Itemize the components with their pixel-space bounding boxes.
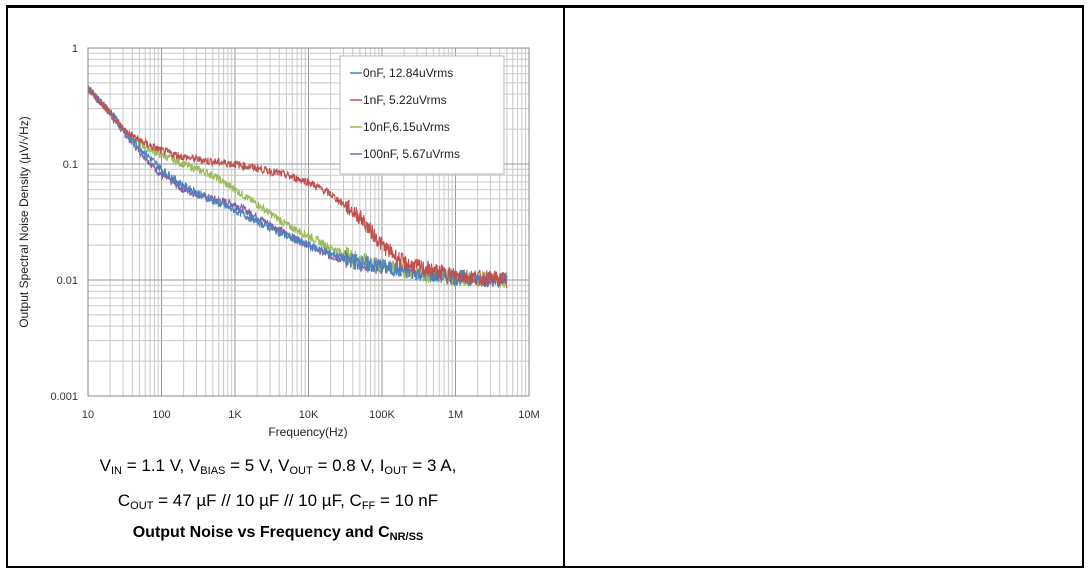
series-curves [87, 85, 508, 289]
legend-entry: 10nF,6.15uVrms [363, 120, 450, 134]
x-tick-labels: 10 100 1K 10K 100K 1M 10M [82, 409, 540, 421]
x-tick-label: 10K [299, 409, 319, 421]
x-tick-label: 10M [518, 409, 539, 421]
noise-density-chart: 10 100 1K 10K 100K 1M 10M 1 0.1 0.01 0.001 Freque… [17, 43, 540, 439]
y-axis-label: Output Spectral Noise Density (µV/√Hz) [17, 116, 31, 328]
x-tick-label: 100 [152, 409, 170, 421]
y-tick-label: 0.1 [63, 159, 78, 171]
series-line-1 [87, 87, 508, 288]
x-tick-label: 10 [82, 409, 94, 421]
x-axis-label: Frequency(Hz) [268, 425, 347, 439]
legend-entry: 100nF, 5.67uVrms [363, 147, 460, 161]
caption-conditions-line1: VIN = 1.1 V, VBIAS = 5 V, VOUT = 0.8 V, … [99, 456, 457, 477]
caption-conditions-line2: COUT = 47 µF // 10 µF // 10 µF, CFF = 10… [117, 491, 439, 512]
series-line-0 [87, 85, 508, 288]
y-tick-label: 0.01 [57, 275, 78, 287]
legend-entry: 0nF, 12.84uVrms [363, 66, 453, 80]
x-tick-label: 1K [228, 409, 242, 421]
series-line-2 [87, 86, 508, 289]
figure-title-caption: Output Noise vs Frequency and CNR/SS [132, 524, 424, 543]
y-tick-label: 0.001 [50, 391, 78, 403]
figure-table [6, 5, 1084, 568]
plot-frame [87, 47, 530, 397]
y-tick-label: 1 [72, 43, 78, 55]
legend: 0nF, 12.84uVrms 1nF, 5.22uVrms 10nF,6.15uV… [339, 55, 505, 175]
x-tick-label: 1M [448, 409, 463, 421]
legend-box [339, 55, 505, 175]
y-tick-labels: 1 0.1 0.01 0.001 [50, 43, 78, 403]
legend-entry: 1nF, 5.22uVrms [363, 93, 447, 107]
x-tick-label: 100K [369, 409, 395, 421]
table-column-divider [563, 8, 565, 566]
